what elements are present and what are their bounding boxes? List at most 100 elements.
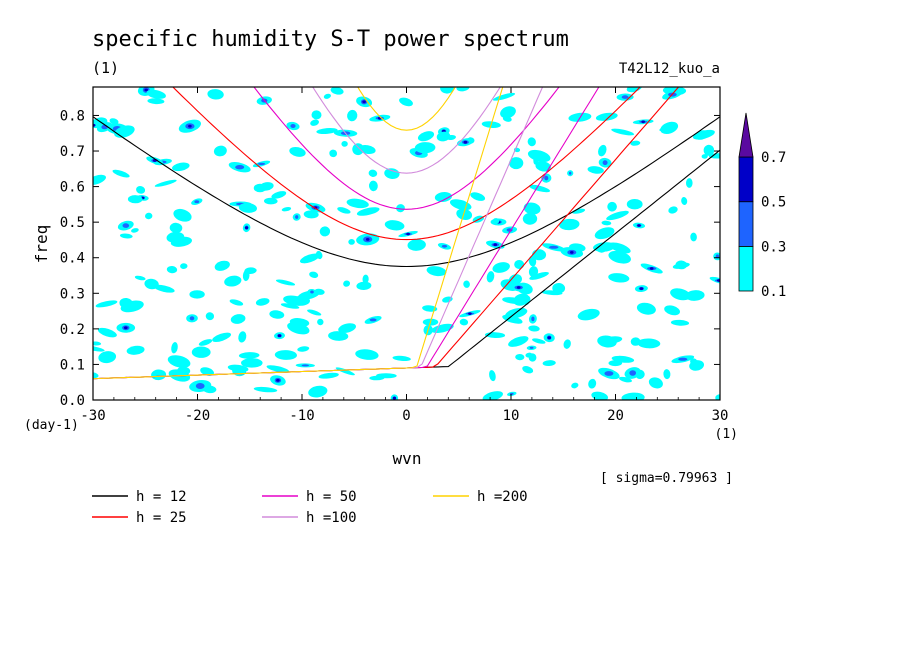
- power-cell: [399, 97, 413, 107]
- y-tick-label: 0.2: [60, 322, 85, 338]
- x-tick-label: 30: [712, 408, 729, 424]
- x-tick-label: -30: [80, 408, 105, 424]
- x-axis-label: wvn: [393, 449, 422, 468]
- power-cell: [629, 370, 636, 376]
- power-cell: [224, 275, 242, 287]
- curve-kelvin-h200: [93, 87, 504, 380]
- axis-ticks: [92, 87, 721, 401]
- power-cell: [456, 87, 470, 92]
- power-cell: [134, 275, 146, 281]
- x-tick-label: 10: [503, 408, 520, 424]
- power-cell: [101, 124, 108, 130]
- power-cell: [463, 280, 470, 288]
- power-cell: [173, 208, 192, 222]
- colorbar: 0.1 0.3 0.5 0.7: [738, 112, 786, 300]
- power-cell: [355, 349, 379, 360]
- power-cell: [255, 298, 270, 306]
- power-cell: [509, 392, 514, 395]
- power-cell: [167, 355, 191, 368]
- power-cell: [508, 274, 522, 286]
- power-cell: [559, 218, 580, 231]
- power-cell: [289, 146, 306, 157]
- power-cell: [527, 149, 551, 163]
- power-cell: [144, 88, 148, 92]
- power-cell: [229, 299, 244, 306]
- power-cell: [542, 360, 556, 367]
- power-cell: [335, 367, 355, 376]
- power-cell: [242, 269, 250, 282]
- legend-label: h = 50: [306, 489, 357, 505]
- power-cell: [626, 87, 643, 93]
- power-cell: [276, 379, 280, 382]
- power-cell: [441, 244, 448, 248]
- power-cell: [708, 153, 720, 159]
- power-cell: [368, 169, 378, 177]
- power-cell: [283, 295, 306, 306]
- power-cell: [459, 318, 469, 326]
- curve-ig-h25: [172, 87, 641, 241]
- y-axis-label: freq: [32, 225, 51, 264]
- power-cell: [311, 110, 322, 120]
- colorbar-label: 0.3: [761, 239, 786, 255]
- power-cell: [468, 312, 472, 315]
- power-cell: [119, 233, 133, 239]
- power-cell: [238, 202, 257, 213]
- power-cell: [277, 334, 282, 338]
- power-cell: [127, 195, 143, 204]
- power-cell: [95, 300, 118, 308]
- power-cell: [637, 338, 661, 349]
- power-cell: [670, 319, 690, 326]
- power-cell: [323, 93, 331, 99]
- power-cell: [608, 273, 630, 283]
- power-cell: [346, 198, 369, 209]
- power-cell: [93, 123, 96, 127]
- power-cell: [369, 375, 385, 381]
- power-cell: [98, 351, 117, 364]
- power-cell: [356, 207, 380, 216]
- legend-label: h =100: [306, 510, 357, 526]
- power-cell: [569, 171, 572, 175]
- power-cell: [93, 174, 106, 185]
- legend-label: h = 12: [136, 489, 187, 505]
- power-cell: [191, 346, 211, 358]
- power-cell: [598, 144, 607, 157]
- power-cell: [649, 267, 654, 270]
- y-tick-label: 0.3: [60, 286, 85, 302]
- x-axis-unit: (1): [715, 427, 738, 442]
- power-cell: [318, 372, 339, 379]
- power-cell: [547, 336, 551, 340]
- power-cell: [602, 160, 608, 166]
- power-cell: [316, 127, 338, 135]
- power-cell: [482, 391, 503, 400]
- power-cell: [426, 266, 447, 277]
- power-cell: [281, 207, 292, 212]
- curve-ig-h200: [357, 87, 456, 131]
- power-cell: [422, 305, 438, 312]
- power-cell: [253, 386, 278, 393]
- y-tick-label: 0.6: [60, 180, 85, 196]
- power-cell: [523, 202, 541, 215]
- power-cell: [436, 131, 451, 142]
- power-cell: [440, 87, 454, 94]
- power-cell: [180, 263, 188, 270]
- power-cell: [608, 242, 631, 254]
- colorbar-segment: [738, 245, 754, 292]
- power-cell: [529, 184, 550, 193]
- power-cell: [608, 250, 631, 264]
- sigma-label: [ sigma=0.79963 ]: [600, 471, 733, 486]
- power-cell: [637, 224, 641, 227]
- power-cell: [701, 154, 708, 159]
- y-tick-label: 0.0: [60, 393, 85, 409]
- colorbar-segment: [738, 201, 754, 247]
- power-cell: [588, 378, 597, 389]
- power-cell: [314, 288, 325, 295]
- x-tick-label: 0: [402, 408, 410, 424]
- power-cell: [434, 192, 452, 202]
- curve-ig-h50: [253, 87, 560, 210]
- power-cell: [126, 345, 145, 355]
- power-cell: [275, 279, 296, 286]
- power-cell: [384, 168, 400, 179]
- power-cell: [384, 220, 405, 231]
- power-cell: [319, 226, 331, 237]
- power-cell: [670, 288, 691, 301]
